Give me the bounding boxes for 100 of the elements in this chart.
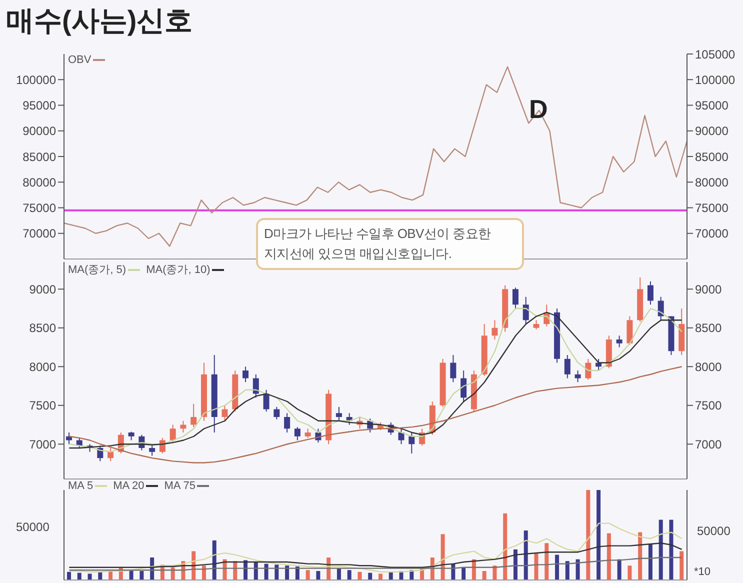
- candlestick: [626, 316, 633, 346]
- y-tick-label: 80000: [22, 175, 56, 190]
- y-tick-label: 9000: [29, 282, 56, 296]
- y2-tick-label: 7000: [695, 437, 722, 452]
- y2-tick-label: 70000: [695, 226, 729, 241]
- candlestick: [108, 448, 114, 462]
- y2-tick-label: 100000: [695, 72, 736, 87]
- bar: [617, 559, 622, 580]
- chart-title: 매수(사는)신호: [6, 4, 193, 38]
- candlestick: [263, 389, 270, 412]
- candlestick: [658, 296, 664, 321]
- candlestick: [616, 335, 622, 348]
- bar: [555, 554, 560, 580]
- text: 50000: [16, 520, 50, 534]
- y2-tick-label: 95000: [695, 98, 729, 113]
- y2-tick-label: 85000: [695, 150, 729, 164]
- bar: [534, 553, 538, 580]
- bar: [524, 530, 528, 580]
- candlestick: [533, 320, 540, 330]
- line-series: [63, 66, 688, 247]
- y2-tick-label: 75000: [695, 201, 729, 216]
- candlestick: [222, 404, 228, 422]
- candlestick: [274, 406, 280, 420]
- bar: [658, 520, 663, 580]
- text: *10: [694, 566, 711, 578]
- y-tick-label: 90000: [22, 124, 56, 138]
- bar: [576, 559, 580, 580]
- y2-tick-label: 90000: [695, 124, 729, 138]
- candlestick: [408, 432, 415, 454]
- y-tick-label: 95000: [22, 98, 56, 113]
- bar: [347, 570, 352, 580]
- bar: [492, 566, 497, 580]
- y-tick-label: 8500: [29, 321, 56, 336]
- bar: [140, 571, 144, 580]
- y2-tick-label: 7500: [695, 398, 722, 413]
- candlestick: [304, 428, 311, 438]
- legend-label: MA 5: [68, 480, 94, 492]
- bar: [316, 571, 320, 580]
- bar: [368, 572, 372, 580]
- bar: [440, 534, 445, 580]
- y-tick-label: 75000: [22, 201, 56, 216]
- bar: [306, 570, 310, 580]
- bar: [88, 574, 92, 580]
- candlestick: [252, 374, 259, 398]
- candlestick: [450, 354, 456, 383]
- bar: [77, 572, 82, 580]
- bar: [606, 533, 611, 580]
- bar: [648, 544, 652, 580]
- candlestick: [574, 370, 581, 383]
- bar: [565, 561, 570, 580]
- bar: [638, 532, 642, 580]
- bar: [669, 520, 674, 580]
- candlestick: [522, 296, 529, 324]
- y-tick-label: 8000: [29, 360, 56, 374]
- y-tick-label: 85000: [22, 150, 56, 164]
- candlestick: [66, 432, 72, 445]
- text: 50000: [697, 524, 730, 538]
- bar: [544, 543, 549, 580]
- candlestick: [585, 358, 592, 380]
- y-tick-label: 7500: [29, 398, 56, 413]
- candlestick: [512, 287, 518, 309]
- bar: [336, 568, 341, 580]
- bar: [358, 572, 362, 580]
- candlestick: [180, 420, 186, 433]
- y-tick-label: 70000: [22, 226, 56, 241]
- annotation: D마크가 나타난 수일후 OBV선이 중요한 지지선에 있으면 매입신호입니다.: [256, 218, 524, 270]
- candlestick: [647, 280, 654, 306]
- candlestick: [149, 445, 156, 456]
- legend-label: MA(종가, 10): [146, 263, 210, 277]
- y2-tick-label: 80000: [695, 175, 729, 190]
- legend-label: MA 20: [113, 480, 144, 492]
- candlestick: [460, 370, 467, 402]
- candlestick: [170, 424, 176, 442]
- legend-label: MA 75: [164, 480, 196, 492]
- bar: [503, 513, 508, 580]
- candlestick: [284, 412, 290, 433]
- y2-tick-label: 8000: [695, 360, 722, 374]
- bar: [378, 574, 382, 580]
- bar: [462, 567, 466, 580]
- bar: [680, 551, 684, 580]
- candlestick: [398, 428, 404, 445]
- y-tick-label: 7000: [29, 437, 56, 452]
- y-tick-label: 100000: [16, 72, 56, 87]
- legend-label: OBV: [68, 54, 92, 66]
- candlestick: [492, 320, 498, 340]
- candlestick: [190, 403, 197, 428]
- bar: [67, 572, 71, 580]
- y2-tick-label: 105000: [695, 47, 736, 62]
- bar: [513, 549, 518, 580]
- legend-label: MA(종가, 5): [68, 263, 126, 277]
- bar: [482, 571, 486, 580]
- candlestick: [564, 354, 570, 379]
- bar: [586, 490, 590, 580]
- y2-tick-label: 8500: [695, 321, 722, 336]
- candlestick: [242, 366, 249, 383]
- bar: [596, 490, 601, 580]
- y2-tick-label: 9000: [695, 282, 722, 296]
- candlestick: [294, 426, 300, 441]
- candlestick: [336, 406, 342, 422]
- annotation: D: [529, 94, 548, 125]
